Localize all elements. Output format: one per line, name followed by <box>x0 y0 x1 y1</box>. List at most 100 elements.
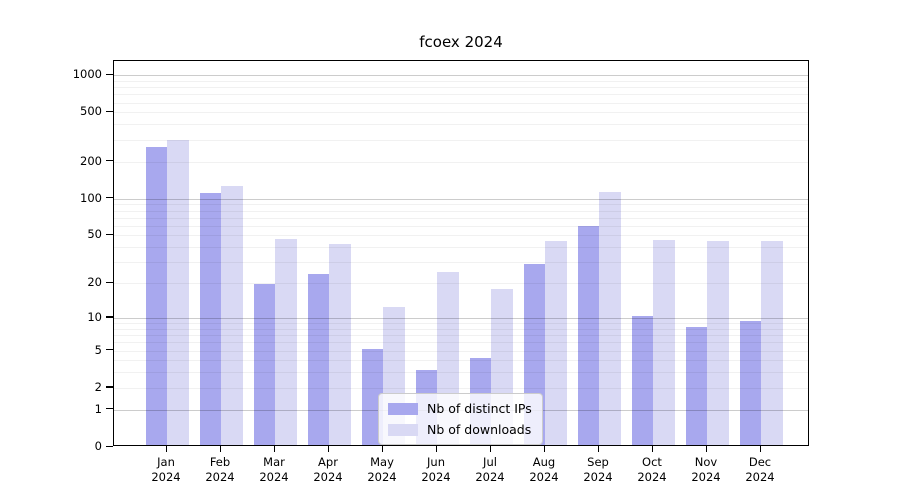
gridline-minor-7 <box>114 335 808 337</box>
x-tick-feb <box>219 446 221 452</box>
y-tick-label-500: 500 <box>80 104 102 119</box>
bar-distinct-ips-feb <box>199 192 221 445</box>
gridline-minor-70 <box>114 217 808 219</box>
bar-downloads-dec <box>761 241 783 445</box>
gridline-minor-600 <box>114 102 808 104</box>
x-tick-dec <box>759 446 761 452</box>
gridline-minor-2 <box>114 387 808 389</box>
y-tick-10 <box>106 316 113 318</box>
x-tick-may <box>381 446 383 452</box>
y-tick-label-200: 200 <box>80 153 102 168</box>
x-tick-label-oct: Oct 2024 <box>637 455 667 484</box>
legend: Nb of distinct IPs Nb of downloads <box>378 393 543 445</box>
x-tick-apr <box>327 446 329 452</box>
gridline-minor-60 <box>114 225 808 227</box>
y-tick-500 <box>106 110 113 113</box>
y-tick-50 <box>106 233 113 236</box>
bar-downloads-nov <box>707 241 729 445</box>
x-tick-jan <box>165 446 167 452</box>
gridline-minor-6 <box>114 342 808 344</box>
gridline-major-10 <box>114 317 808 319</box>
bar-distinct-ips-dec <box>739 321 761 445</box>
bar-distinct-ips-nov <box>685 326 707 445</box>
y-tick-label-20: 20 <box>87 275 102 290</box>
y-tick-0 <box>106 445 113 447</box>
chart-title: fcoex 2024 <box>419 33 503 51</box>
x-tick-aug <box>543 446 545 452</box>
y-tick-label-100: 100 <box>80 190 102 205</box>
x-tick-label-jun: Jun 2024 <box>421 455 451 484</box>
bar-downloads-apr <box>329 243 351 445</box>
y-tick-1000 <box>106 73 113 75</box>
y-tick-20 <box>106 281 113 283</box>
gridline-minor-80 <box>114 210 808 212</box>
gridline-major-100 <box>114 198 808 200</box>
x-tick-jun <box>435 446 437 452</box>
gridline-minor-50 <box>114 235 808 237</box>
gridline-minor-9 <box>114 323 808 325</box>
y-tick-5 <box>106 349 113 351</box>
gridline-minor-40 <box>114 247 808 249</box>
gridline-minor-8 <box>114 328 808 330</box>
gridline-minor-4 <box>114 360 808 362</box>
legend-swatch-distinct-ips <box>388 402 418 415</box>
gridline-minor-200 <box>114 161 808 163</box>
gridline-minor-400 <box>114 124 808 126</box>
x-tick-label-feb: Feb 2024 <box>205 455 235 484</box>
legend-item-distinct-ips: Nb of distinct IPs <box>388 399 532 418</box>
legend-label-distinct-ips: Nb of distinct IPs <box>427 401 532 416</box>
x-tick-label-nov: Nov 2024 <box>691 455 721 484</box>
y-tick-label-1: 1 <box>94 401 102 416</box>
x-tick-label-sep: Sep 2024 <box>583 455 613 484</box>
x-tick-oct <box>651 446 653 452</box>
y-tick-label-0: 0 <box>94 439 102 453</box>
x-tick-nov <box>705 446 707 452</box>
bar-distinct-ips-oct <box>631 315 653 445</box>
gridline-minor-30 <box>114 262 808 264</box>
gridline-minor-90 <box>114 204 808 206</box>
gridline-major-1000 <box>114 75 808 77</box>
x-tick-label-jul: Jul 2024 <box>475 455 505 484</box>
y-tick-label-5: 5 <box>94 342 102 357</box>
gridline-minor-300 <box>114 139 808 141</box>
x-tick-label-jan: Jan 2024 <box>151 455 181 484</box>
gridline-minor-20 <box>114 283 808 285</box>
y-tick-2 <box>106 386 113 388</box>
legend-item-downloads: Nb of downloads <box>388 420 532 439</box>
x-tick-label-dec: Dec 2024 <box>745 455 775 484</box>
gridline-minor-700 <box>114 94 808 96</box>
bar-downloads-aug <box>545 241 567 445</box>
x-tick-label-mar: Mar 2024 <box>259 455 289 484</box>
bar-downloads-jan <box>167 140 189 445</box>
y-tick-1 <box>106 408 113 410</box>
x-tick-label-apr: Apr 2024 <box>313 455 343 484</box>
gridline-minor-800 <box>114 87 808 89</box>
gridline-minor-900 <box>114 80 808 82</box>
bar-downloads-mar <box>275 238 297 445</box>
gridline-minor-500 <box>114 112 808 114</box>
bar-downloads-sep <box>599 191 621 445</box>
y-tick-label-50: 50 <box>87 227 102 242</box>
x-tick-sep <box>597 446 599 452</box>
legend-label-downloads: Nb of downloads <box>427 422 532 437</box>
legend-swatch-downloads <box>388 423 418 436</box>
bar-downloads-oct <box>653 240 675 445</box>
plot-area <box>113 60 809 446</box>
bar-distinct-ips-sep <box>577 225 599 445</box>
y-tick-100 <box>106 197 113 199</box>
y-tick-label-10: 10 <box>87 309 102 324</box>
gridline-minor-5 <box>114 350 808 352</box>
bar-distinct-ips-apr <box>307 273 329 445</box>
bar-distinct-ips-may <box>361 348 383 445</box>
gridline-minor-3 <box>114 372 808 374</box>
x-tick-label-may: May 2024 <box>367 455 397 484</box>
bar-distinct-ips-jan <box>145 147 167 445</box>
x-tick-label-aug: Aug 2024 <box>529 455 559 484</box>
y-tick-200 <box>106 160 113 162</box>
bar-distinct-ips-mar <box>253 283 275 445</box>
x-tick-mar <box>273 446 275 452</box>
y-tick-label-2: 2 <box>94 379 102 394</box>
x-tick-jul <box>489 446 491 452</box>
y-tick-label-1000: 1000 <box>72 67 102 82</box>
